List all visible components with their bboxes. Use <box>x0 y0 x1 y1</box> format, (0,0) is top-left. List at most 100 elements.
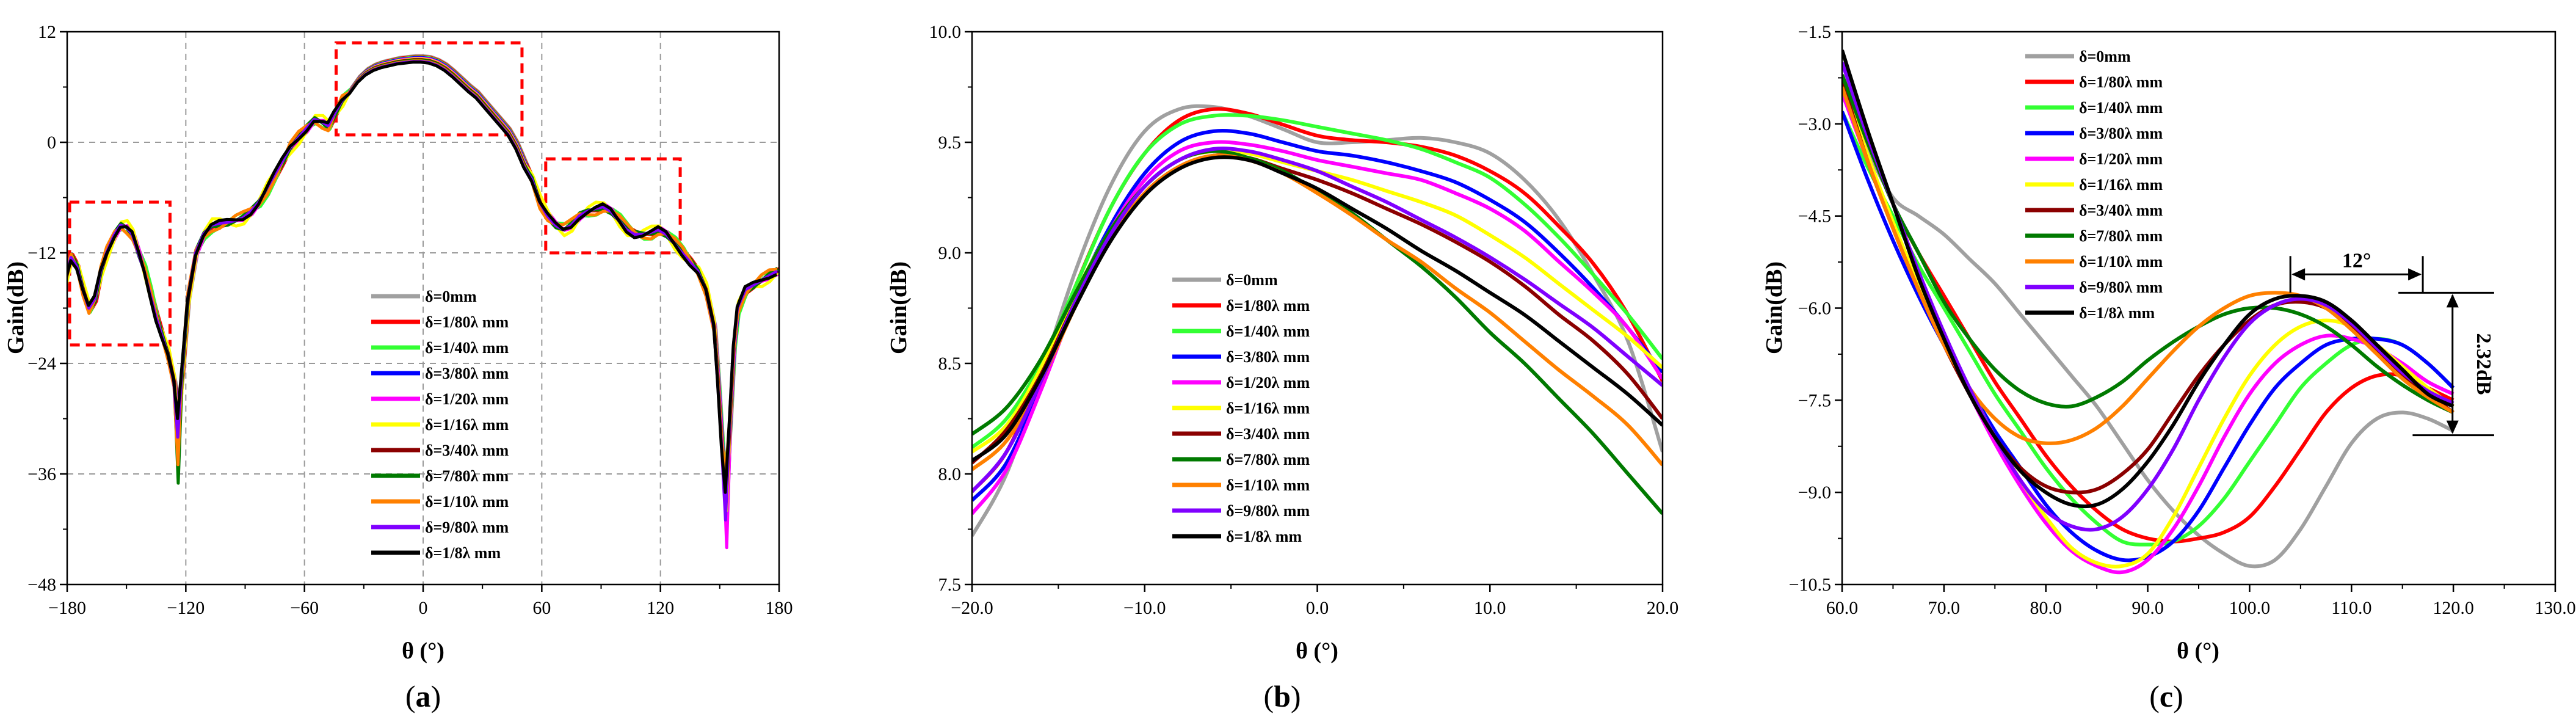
legend-label: δ=9/80λ mm <box>425 519 509 536</box>
legend-label: δ=7/80λ mm <box>2079 227 2163 245</box>
y-tick-label: 8.5 <box>938 354 962 374</box>
x-tick-label: −20.0 <box>951 598 993 618</box>
highlight-boxes-a <box>68 41 682 347</box>
series-line <box>67 60 778 522</box>
legend-label: δ=1/10λ mm <box>2079 253 2163 271</box>
legend-label: δ=3/80λ mm <box>425 365 509 382</box>
legend-label: δ=3/80λ mm <box>1226 348 1310 366</box>
series-line <box>1842 111 2455 547</box>
y-tick-label: −3.0 <box>1798 114 1831 134</box>
legend-label: δ=1/8λ mm <box>1226 528 1302 545</box>
y-tick-label: −12 <box>27 243 56 263</box>
series-line <box>1842 62 2454 532</box>
series-line <box>972 153 1663 471</box>
y-tick-label: −1.5 <box>1798 22 1831 42</box>
series-line <box>972 155 1663 462</box>
legend-label: δ=1/16λ mm <box>425 416 509 434</box>
legend-label: δ=1/10λ mm <box>425 493 509 511</box>
legend-label: δ=0mm <box>425 288 477 305</box>
legend-a: δ=0mm δ=1/80λ mm δ=1/40λ mm δ=3/80λ mm δ=1/2… <box>371 288 509 562</box>
legend-label: δ=7/80λ mm <box>425 467 509 485</box>
y-tick-label: −36 <box>27 464 56 484</box>
panel-label-a: (a) <box>405 679 441 713</box>
series-line <box>67 56 779 531</box>
panel-letter-c: c <box>2160 679 2173 713</box>
annotation-arrowheads <box>2291 268 2422 281</box>
series-line <box>67 59 778 476</box>
y-tick-label: −48 <box>27 575 56 595</box>
grid-a <box>67 32 779 584</box>
y-tick-label: −9.0 <box>1798 482 1831 503</box>
x-tick-label: −60 <box>290 598 319 618</box>
x-tick-label: 120.0 <box>2433 598 2474 618</box>
x-axis-label-b: θ (°) <box>1296 638 1338 664</box>
legend-label: δ=1/40λ mm <box>425 339 509 357</box>
x-axis-label-a: θ (°) <box>402 638 444 664</box>
legend-label: δ=1/10λ mm <box>1226 476 1310 494</box>
series-line <box>1842 49 2454 509</box>
y-tick-label: −4.5 <box>1798 206 1831 227</box>
annotation-angle: 12° <box>2342 249 2371 272</box>
y-tick-label: −24 <box>27 354 56 374</box>
x-axis-label-c: θ (°) <box>2177 638 2219 664</box>
legend-c: δ=0mm δ=1/80λ mm δ=1/40λ mm δ=3/80λ mm δ=1/2… <box>2025 48 2163 322</box>
series-lines-a <box>67 54 779 550</box>
legend-label: δ=1/16λ mm <box>2079 176 2163 194</box>
series-line <box>67 60 778 494</box>
x-tick-label: 60.0 <box>1826 598 1859 618</box>
legend-label: δ=9/80λ mm <box>1226 502 1310 520</box>
y-tick-label: 12 <box>38 22 56 42</box>
legend-label: δ=1/20λ mm <box>2079 150 2163 168</box>
series-line <box>67 59 778 485</box>
ticks-b: −20.0 −10.0 0.0 10.0 20.0 7.5 8.0 8.5 9.0 9.5 10.0 <box>929 22 1679 618</box>
legend-label: δ=1/16λ mm <box>1226 399 1310 417</box>
legend-label: δ=1/20λ mm <box>425 390 509 408</box>
y-tick-label: 9.0 <box>938 243 962 263</box>
legend-label: δ=1/80λ mm <box>1226 297 1310 315</box>
series-lines-c <box>1842 49 2455 575</box>
series-line <box>67 58 778 503</box>
legend-label: δ=0mm <box>2079 48 2131 65</box>
legend-label: δ=1/40λ mm <box>1226 322 1310 340</box>
x-tick-label: −180 <box>48 598 86 618</box>
y-tick-label: −7.5 <box>1798 390 1831 410</box>
x-tick-label: 10.0 <box>1474 598 1506 618</box>
x-tick-label: 0 <box>419 598 428 618</box>
series-line <box>67 57 779 512</box>
panel-label-b: (b) <box>1263 679 1301 713</box>
highlight-box <box>544 157 682 255</box>
panel-letter-a: a <box>416 679 431 713</box>
y-tick-label: 7.5 <box>938 575 962 595</box>
legend-label: δ=3/40λ mm <box>1226 425 1310 443</box>
y-tick-label: 10.0 <box>929 22 962 42</box>
series-lines-b <box>972 104 1663 537</box>
series-line <box>972 140 1663 515</box>
y-tick-label: 8.0 <box>938 464 962 484</box>
x-tick-label: 110.0 <box>2331 598 2371 618</box>
x-tick-label: 80.0 <box>2030 598 2062 618</box>
chart-panel-c: 60.0 70.0 80.0 90.0 100.0 110.0 120.0 130.0 −10.… <box>1761 22 2576 713</box>
legend-label: δ=1/8λ mm <box>2079 304 2155 322</box>
y-axis-label-b: Gain(dB) <box>886 261 912 354</box>
legend-label: δ=1/20λ mm <box>1226 374 1310 391</box>
x-tick-label: 20.0 <box>1647 598 1679 618</box>
x-tick-label: 180 <box>766 598 793 618</box>
y-axis-label-c: Gain(dB) <box>1761 261 1787 354</box>
series-line <box>1842 86 2454 445</box>
x-tick-label: −120 <box>167 598 205 618</box>
legend-label: δ=9/80λ mm <box>2079 278 2163 296</box>
panel-letter-b: b <box>1274 679 1291 713</box>
y-tick-label: 9.5 <box>938 133 962 153</box>
annotations-c: 12° 2.32dB <box>2289 249 2495 437</box>
y-tick-label: −10.5 <box>1789 575 1831 595</box>
chart-panel-b: −20.0 −10.0 0.0 10.0 20.0 7.5 8.0 8.5 9.0 9.5 10.0… <box>886 22 1678 713</box>
legend-b: δ=0mm δ=1/80λ mm δ=1/40λ mm δ=3/80λ mm δ=1/2… <box>1172 271 1310 545</box>
y-tick-label: 0 <box>47 133 56 153</box>
legend-label: δ=7/80λ mm <box>1226 451 1310 468</box>
ticks-c: 60.0 70.0 80.0 90.0 100.0 110.0 120.0 130.0 −10.… <box>1789 22 2576 618</box>
annotation-gain: 2.32dB <box>2472 333 2495 395</box>
legend-label: δ=1/80λ mm <box>425 313 509 331</box>
series-line <box>972 146 1663 493</box>
